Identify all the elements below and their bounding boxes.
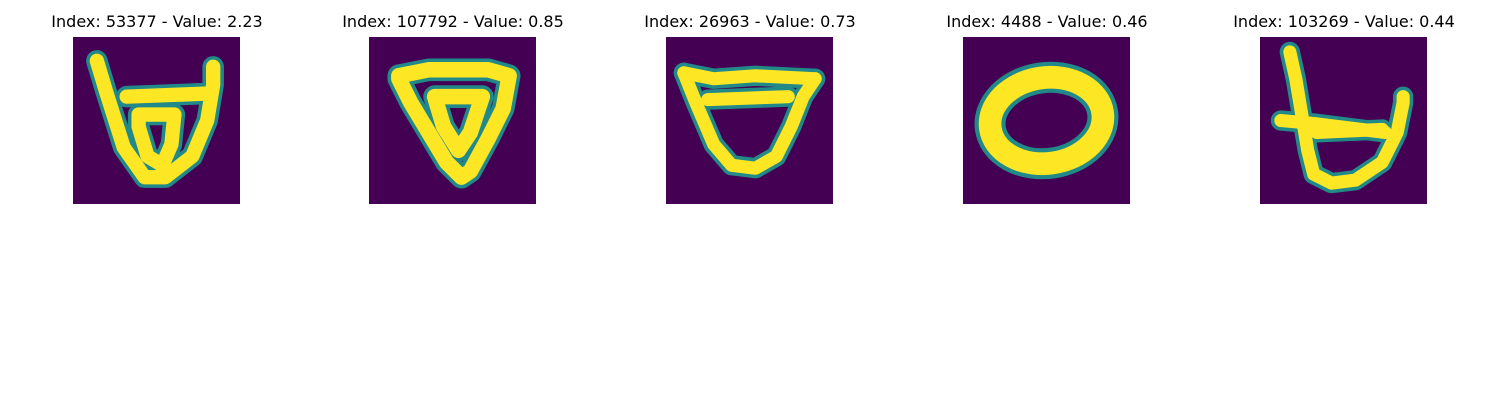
panel-title: Index: 53377 - Value: 2.23	[51, 12, 263, 31]
handwritten-glyph-image	[369, 37, 536, 204]
panel-title: Index: 26963 - Value: 0.73	[644, 12, 856, 31]
glyph-image-svg	[666, 37, 833, 204]
handwritten-glyph-image	[73, 37, 240, 204]
image-panel-5: Index: 103269 - Value: 0.44	[1214, 0, 1474, 210]
panel-title: Index: 107792 - Value: 0.85	[342, 12, 564, 31]
handwritten-glyph-image	[1260, 37, 1427, 204]
glyph-image-svg	[73, 37, 240, 204]
glyph-image-svg	[1260, 37, 1427, 204]
glyph-image-svg	[963, 37, 1130, 204]
image-panel-2: Index: 107792 - Value: 0.85	[323, 0, 583, 210]
image-panel-1: Index: 53377 - Value: 2.23	[27, 0, 287, 210]
image-panel-4: Index: 4488 - Value: 0.46	[917, 0, 1177, 210]
panel-title: Index: 103269 - Value: 0.44	[1233, 12, 1455, 31]
handwritten-glyph-image	[963, 37, 1130, 204]
image-panel-3: Index: 26963 - Value: 0.73	[620, 0, 880, 210]
glyph-image-svg	[369, 37, 536, 204]
handwritten-glyph-image	[666, 37, 833, 204]
panel-title: Index: 4488 - Value: 0.46	[946, 12, 1148, 31]
